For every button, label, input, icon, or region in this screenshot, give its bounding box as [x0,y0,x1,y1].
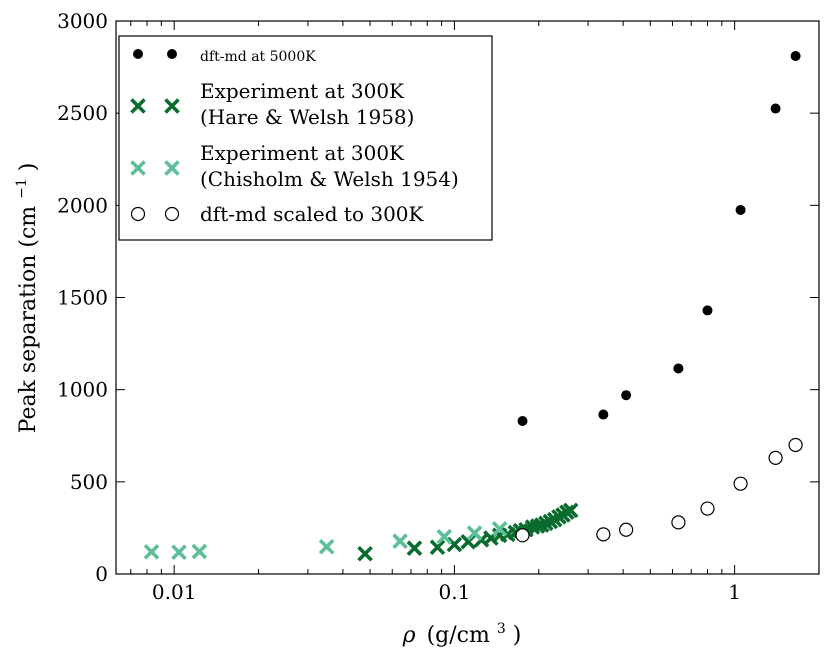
y-tick-label: 2500 [57,101,108,125]
legend-marker [130,160,146,176]
legend-marker [130,98,146,114]
data-point [515,528,530,543]
y-tick-label: 1500 [57,286,108,310]
data-point [770,103,781,114]
x-tick-label: 0.01 [152,580,197,604]
data-point [191,543,208,560]
legend-marker [133,49,143,59]
legend-label-dft-scaled: dft-md scaled to 300K [200,202,425,226]
y-tick-label: 1000 [57,378,108,402]
data-point [357,545,373,562]
data-point [466,525,483,541]
data-points [143,51,803,562]
legend-label-hare-welsh-line1: Experiment at 300K [200,79,405,103]
data-point [671,515,686,530]
legend-box [118,35,493,241]
data-point [392,533,408,549]
data-point [143,544,160,560]
data-point [596,527,611,542]
y-tick-label: 2000 [57,193,108,217]
x-tick-label: 0.1 [439,580,471,604]
legend-marker [164,206,180,222]
series-2 [143,521,508,561]
data-point [171,544,187,561]
y-tick-label: 500 [70,470,108,494]
data-point [673,363,684,374]
data-point [790,51,801,62]
legend-label-chisholm-welsh-line2: (Chisholm & Welsh 1954) [200,167,459,191]
legend-label-chisholm-welsh-line1: Experiment at 300K [200,141,405,165]
data-point [318,538,335,555]
legend-markers [130,49,180,222]
legend-marker [164,98,180,114]
y-tick-label: 0 [95,562,108,586]
data-point [429,539,446,556]
data-point [768,450,783,465]
legend-marker [164,160,180,176]
data-point [562,502,579,519]
data-point [517,416,528,427]
data-point [733,476,748,491]
data-point [598,409,609,420]
axis-ticks: 0 500 1000 1500 2000 2500 3000 0.01 0.1 1 [57,9,820,604]
y-axis-label: Peak separation (cm −1 ) [7,163,41,434]
legend-marker [130,206,146,222]
legend: dft-md at 5000K Experiment at 300K (Hare… [118,35,493,241]
data-point [621,390,632,401]
series-0 [517,51,801,427]
x-axis-label: ρ (g/cm 3 ) [402,614,522,648]
data-point [700,501,715,516]
data-point [788,437,803,453]
data-point [619,522,634,537]
data-point [436,528,453,545]
legend-label-hare-welsh-line2: (Hare & Welsh 1958) [200,105,414,129]
data-point [406,540,423,556]
series-3 [515,437,803,543]
data-point [735,204,746,215]
plot-frame [115,20,820,575]
legend-marker [167,49,177,59]
x-tick-label: 1 [728,580,741,604]
data-point [491,521,508,537]
legend-label-dft-5000k: dft-md at 5000K [200,49,316,65]
y-tick-label: 3000 [57,9,108,33]
series-1 [357,502,579,562]
data-point [702,305,713,316]
